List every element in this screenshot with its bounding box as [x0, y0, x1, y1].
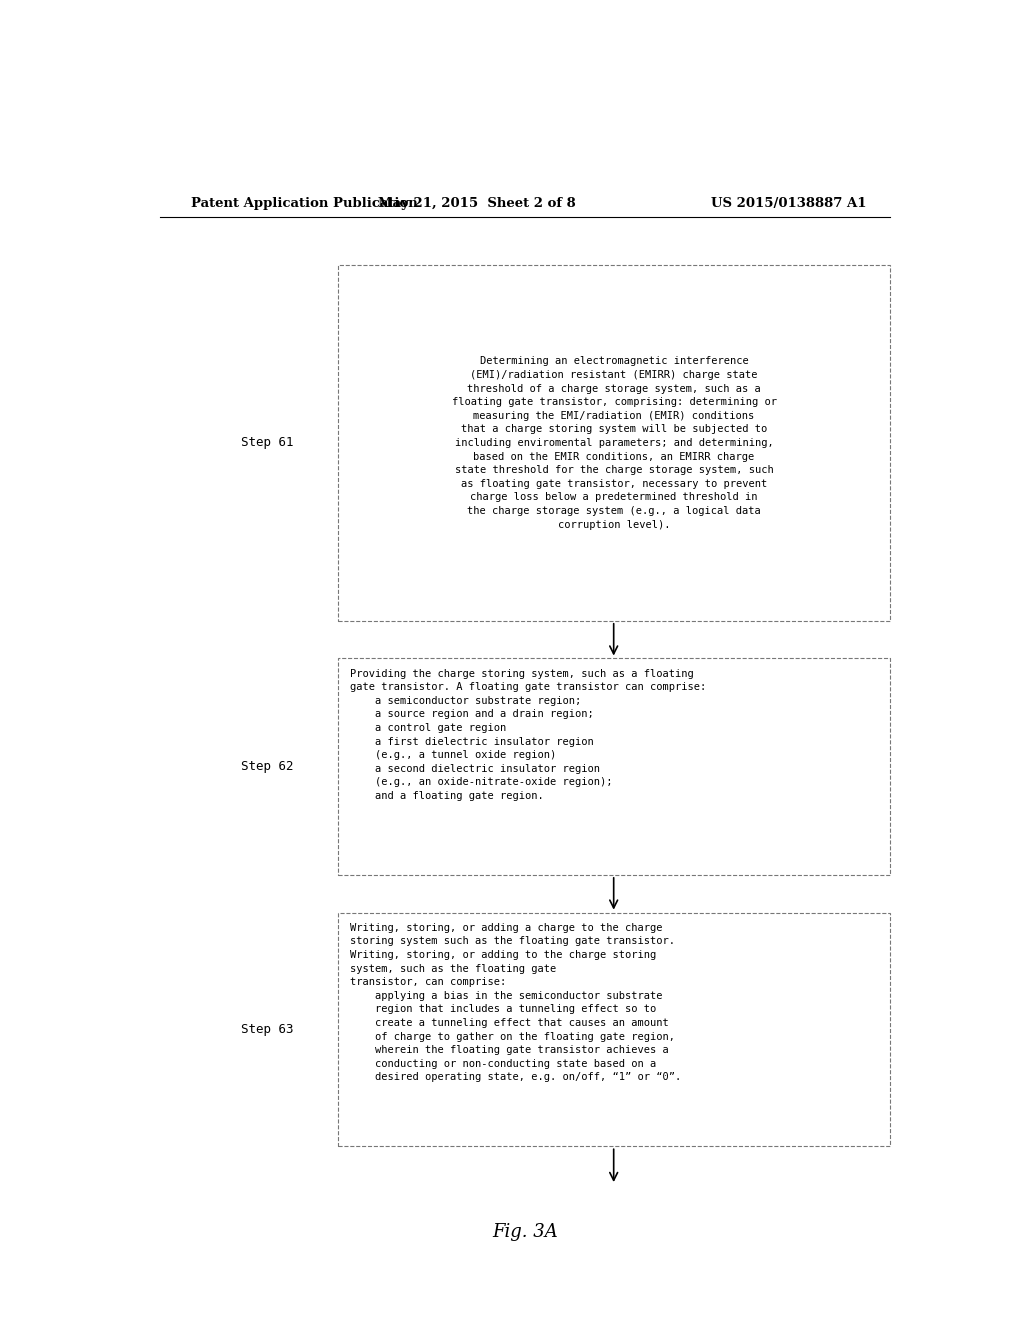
Text: Step 61: Step 61 [241, 437, 293, 450]
Text: Step 63: Step 63 [241, 1023, 293, 1036]
Bar [338, 265, 890, 620]
Text: Patent Application Publication: Patent Application Publication [191, 197, 418, 210]
Text: May 21, 2015  Sheet 2 of 8: May 21, 2015 Sheet 2 of 8 [378, 197, 577, 210]
Text: Determining an electromagnetic interference
(EMI)/radiation resistant (EMIRR) ch: Determining an electromagnetic interfere… [452, 356, 776, 529]
Text: Providing the charge storing system, such as a floating
gate transistor. A float: Providing the charge storing system, suc… [350, 669, 707, 801]
Text: US 2015/0138887 A1: US 2015/0138887 A1 [711, 197, 866, 210]
Text: Step 62: Step 62 [241, 760, 293, 774]
Bar [338, 912, 890, 1146]
Text: Fig. 3A: Fig. 3A [492, 1222, 558, 1241]
Bar [338, 659, 890, 875]
Text: Writing, storing, or adding a charge to the charge
storing system such as the fl: Writing, storing, or adding a charge to … [350, 923, 681, 1082]
